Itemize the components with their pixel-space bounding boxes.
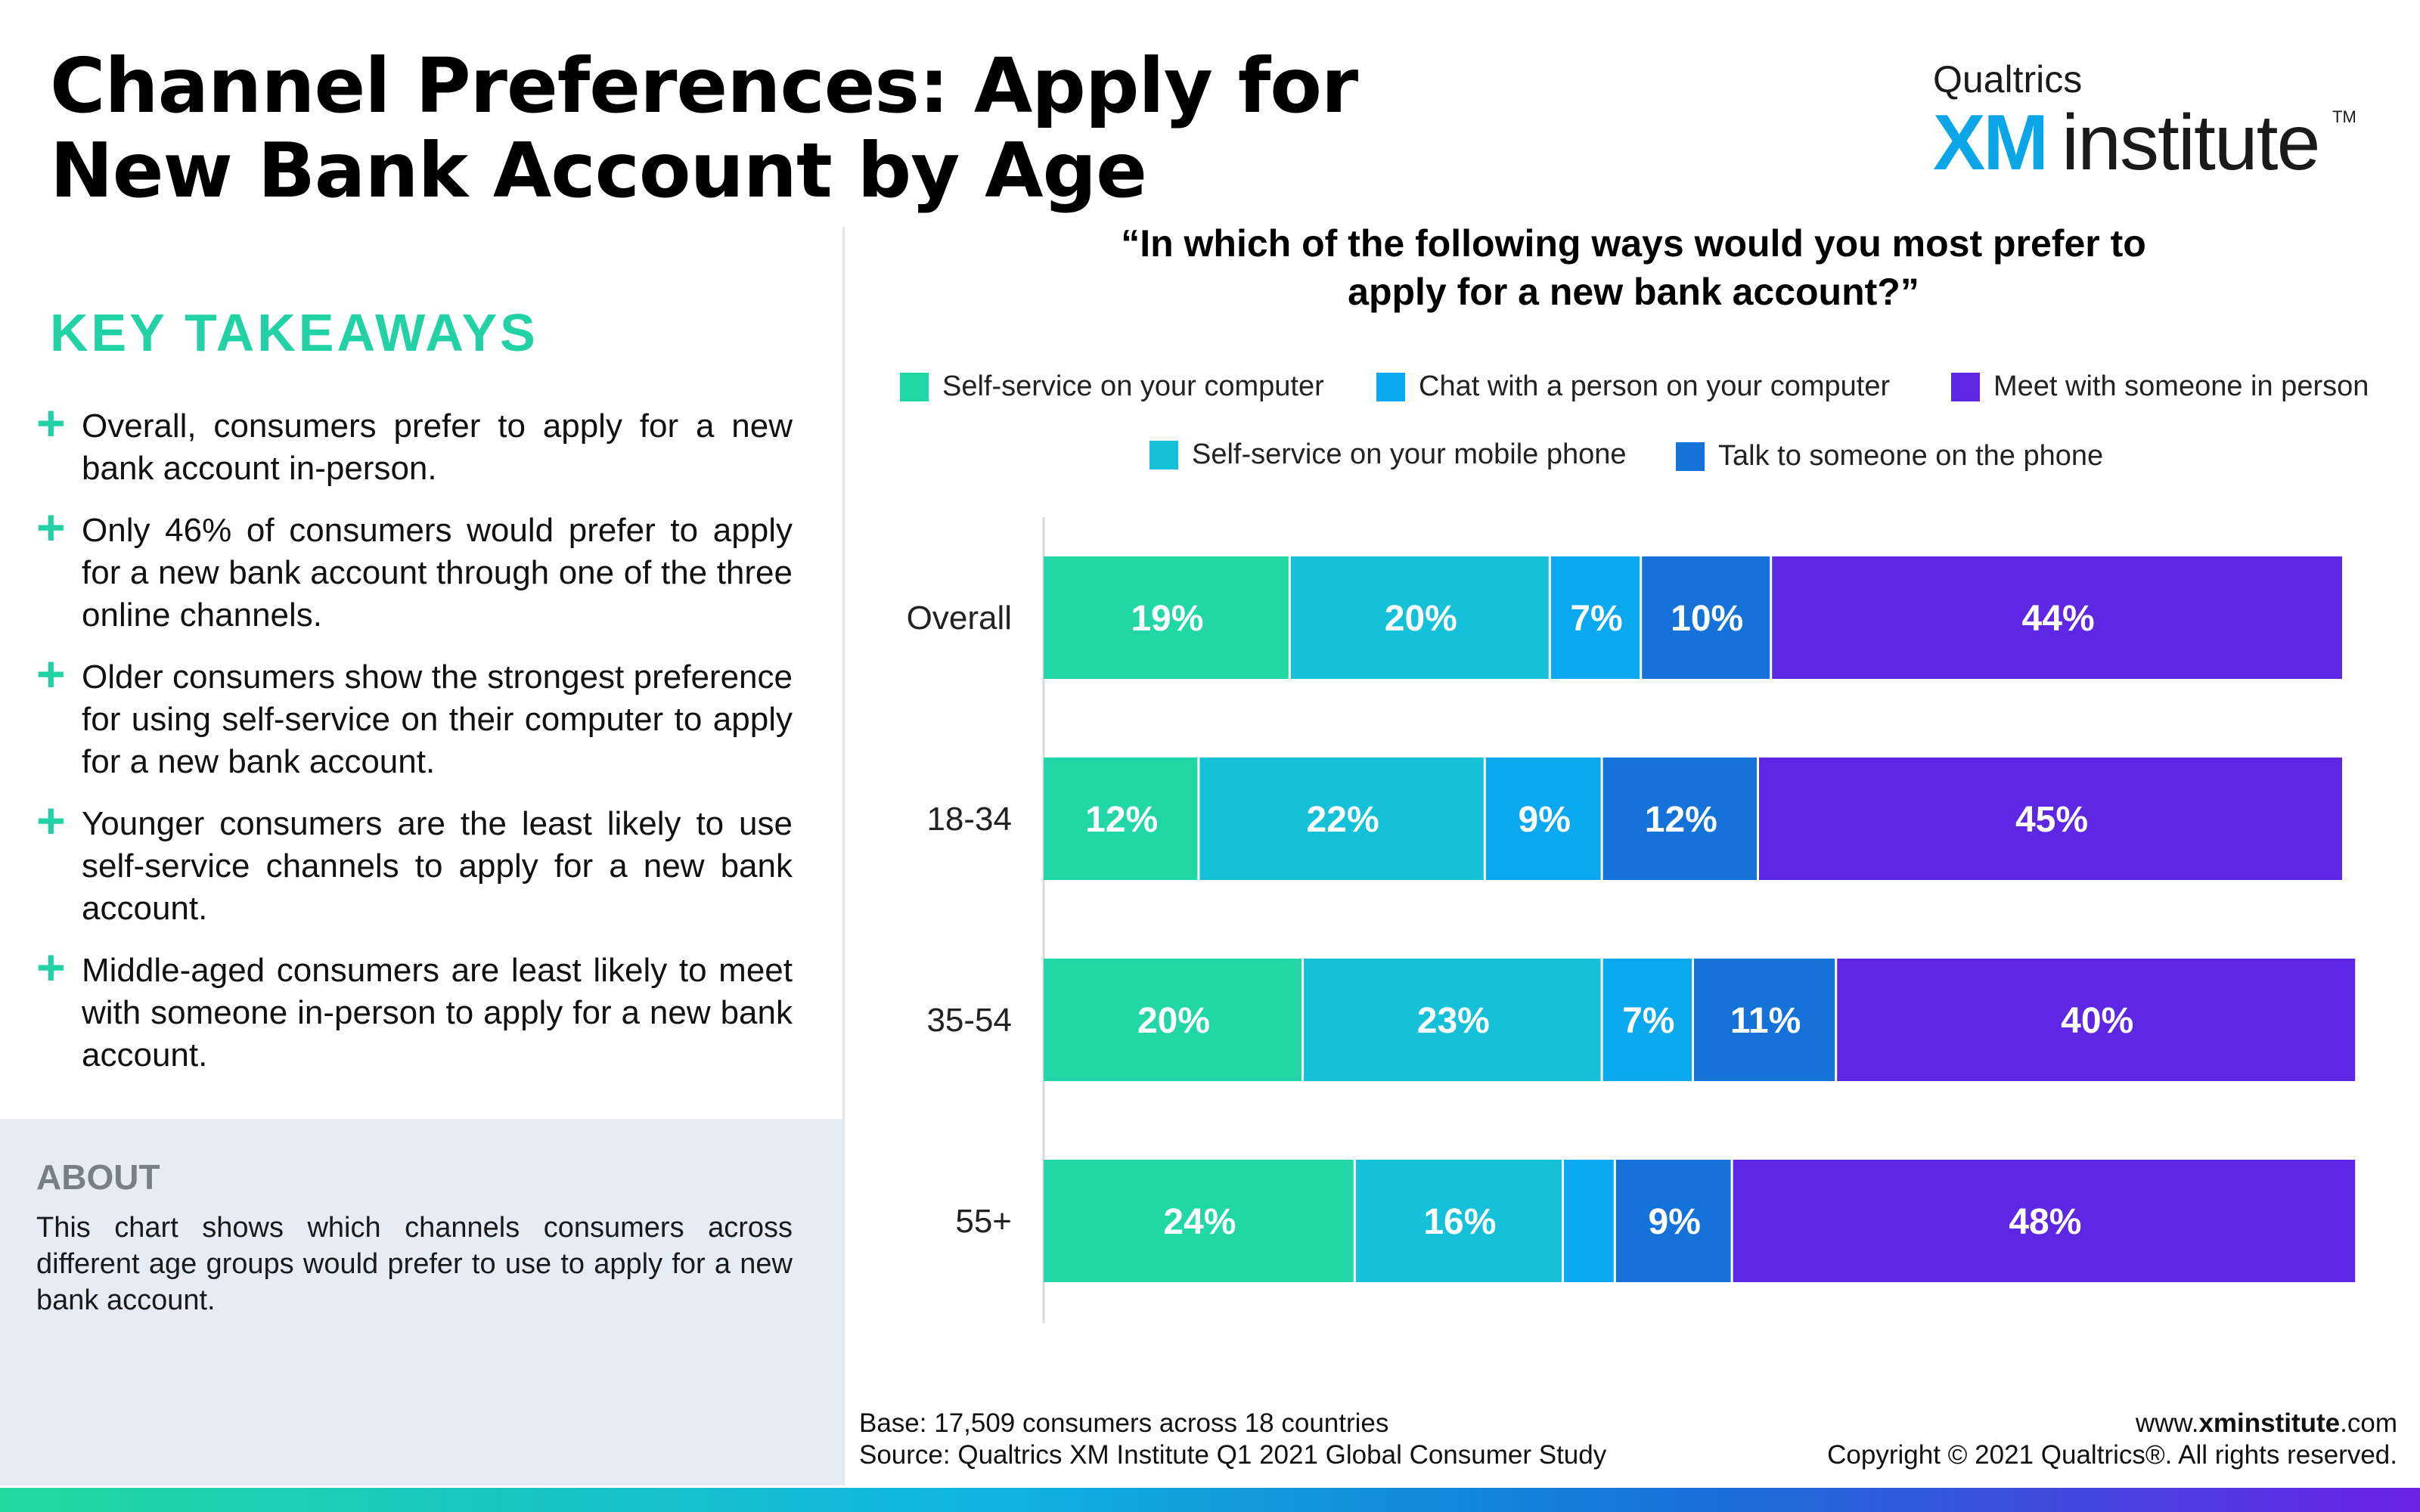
legend-swatch [1676,442,1705,471]
bar-segment [1837,959,2356,1081]
legend-label: Self-service on your computer [942,370,1324,402]
legend-swatch [1951,372,1980,401]
plus-icon: + [36,395,66,451]
data-label: 40% [2061,1001,2133,1041]
category-label: 55+ [955,1203,1012,1240]
data-label: 44% [2022,599,2095,639]
bar-segment [1694,959,1835,1081]
about-text: This chart shows which channels consumer… [36,1212,793,1316]
about-heading: ABOUT [36,1157,160,1197]
legend-label: Talk to someone on the phone [1718,440,2104,472]
data-label: 16% [1423,1202,1496,1242]
takeaway-item: + Older consumers show the strongest pre… [36,647,793,783]
data-label: 9% [1519,800,1571,840]
takeaway-item: + Only 46% of consumers would prefer to … [36,500,793,637]
takeaway-text: Older consumers show the strongest prefe… [82,658,793,780]
legend-label: Chat with a person on your computer [1419,370,1891,402]
legend-label: Meet with someone in person [1993,370,2369,402]
data-label: 12% [1645,800,1717,840]
panel-divider [842,227,845,1486]
copyright-block: www.xminstitute.com Copyright © 2021 Qua… [1827,1408,2397,1471]
takeaway-text: Younger consumers are the least likely t… [82,805,793,927]
data-label: 20% [1137,1001,1210,1041]
bar-segment [1602,758,1757,880]
xm-institute-logo: Qualtrics XM institute TM [1933,57,2356,186]
logo-institute-text: institute [2062,99,2320,187]
bar-segment [1602,959,1692,1081]
bottom-gradient-strip [0,1488,2420,1512]
legend-swatch [1376,372,1405,401]
takeaway-item: + Middle-aged consumers are least likely… [36,940,793,1077]
key-takeaways-heading: KEY TAKEAWAYS [50,303,538,362]
data-label: 45% [2015,800,2088,840]
about-panel: ABOUT This chart shows which channels co… [0,1119,842,1486]
data-label: 12% [1085,800,1158,840]
takeaway-text: Only 46% of consumers would prefer to ap… [82,512,793,634]
takeaway-text: Middle-aged consumers are least likely t… [82,952,793,1074]
legend-item-talk-phone: Talk to someone on the phone [1676,440,2103,472]
legend-item-meet-in-person: Meet with someone in person [1951,370,2369,403]
bar-segment [1550,556,1640,679]
data-label: 48% [2009,1202,2081,1242]
bar-segment [1485,758,1601,880]
bar-segment [1355,1160,1562,1282]
data-label: 22% [1307,800,1379,840]
takeaway-item: + Overall, consumers prefer to apply for… [36,396,793,490]
data-label: 20% [1385,599,1457,639]
logo-trademark: TM [2332,107,2356,126]
bar-segment [1772,556,2342,679]
url-prefix: www. [2135,1408,2199,1438]
bar-segment [1564,1160,1614,1282]
data-label: 7% [1570,599,1622,639]
bar-segment [1199,758,1484,880]
website-link[interactable]: www.xminstitute.com [1827,1408,2397,1439]
bar-segment [1044,1160,1354,1282]
data-label: 9% [1649,1202,1701,1242]
data-label: 19% [1131,599,1203,639]
takeaway-item: + Younger consumers are the least likely… [36,794,793,930]
legend-item-self-service-computer: Self-service on your computer [900,370,1324,403]
base-note: Base: 17,509 consumers across 18 countri… [859,1408,1389,1438]
plus-icon: + [36,499,66,555]
bar-segment [1044,758,1198,880]
chart-legend: Self-service on your computer Chat with … [892,370,2405,491]
chart-footnote: Base: 17,509 consumers across 18 countri… [859,1408,1606,1471]
url-suffix: .com [2340,1408,2397,1438]
category-label: Overall [907,600,1012,637]
data-label: 24% [1163,1202,1236,1242]
bar-segment [1642,556,1770,679]
plus-icon: + [36,646,66,702]
legend-swatch [1150,440,1178,469]
stacked-bar-chart: Overall 19% 20% 7% 10% 44% 18-34 12% 22% 9% 12% 45%… [907,517,2356,1323]
category-label: 35-54 [926,1002,1012,1039]
bar-segment [1733,1160,2356,1282]
legend-label: Self-service on your mobile phone [1192,438,1627,470]
legend-swatch [900,372,929,401]
plus-icon: + [36,939,66,995]
chart-title: “In which of the following ways would yo… [1121,222,2146,313]
data-label: 10% [1671,599,1743,639]
category-label: 18-34 [926,801,1012,838]
logo-brand-text: Qualtrics [1933,58,2083,101]
data-label: 23% [1417,1001,1490,1041]
key-takeaways-panel: KEY TAKEAWAYS + Overall, consumers prefe… [36,302,793,1096]
bar-segment [1044,959,1302,1081]
url-bold: xminstitute [2198,1408,2341,1438]
legend-item-chat-computer: Chat with a person on your computer [1376,370,1890,403]
bar-segment [1759,758,2342,880]
bar-segment [1290,556,1549,679]
copyright-text: Copyright © 2021 Qualtrics®. All rights … [1827,1440,2397,1470]
data-label: 7% [1622,1001,1674,1041]
plus-icon: + [36,792,66,848]
page-title: Channel Preferences: Apply for New Bank … [50,42,1358,215]
bar-segment [1615,1160,1731,1282]
takeaway-text: Overall, consumers prefer to apply for a… [82,407,793,487]
source-note: Source: Qualtrics XM Institute Q1 2021 G… [859,1440,1607,1470]
bar-segment [1044,556,1289,679]
data-label: 11% [1730,1001,1801,1041]
legend-item-self-service-mobile: Self-service on your mobile phone [1150,438,1627,471]
logo-xm-text: XM [1933,99,2049,187]
bar-segment [1304,959,1601,1081]
